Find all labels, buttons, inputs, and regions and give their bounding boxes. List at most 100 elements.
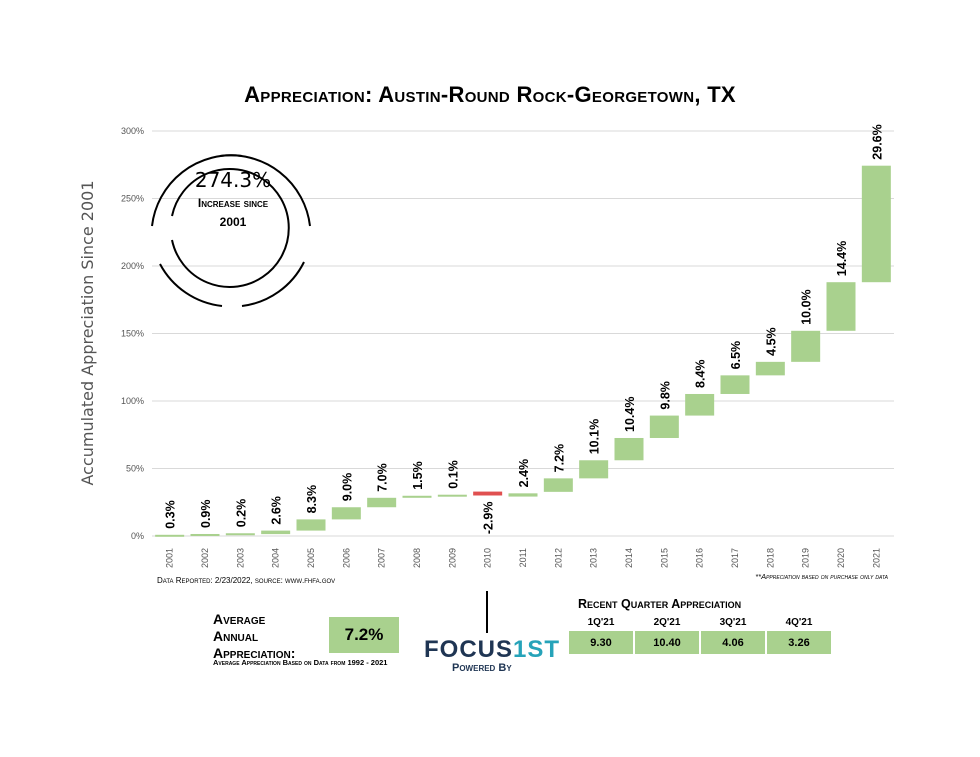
x-tick-label: 2008 xyxy=(412,548,422,568)
x-tick-label: 2020 xyxy=(836,548,846,568)
bar-value-label: -2.9% xyxy=(482,502,496,535)
y-axis-label: Accumulated Appreciation Since 2001 xyxy=(78,180,97,485)
y-axis-ticks: 0% 50% 100% 150% 200% 250% 300% xyxy=(121,126,144,541)
x-tick-label: 2016 xyxy=(695,548,705,568)
bar xyxy=(826,282,856,331)
increase-caption-line2: 2001 xyxy=(219,215,247,229)
average-label: Average Annual Appreciation: xyxy=(213,611,295,662)
bar xyxy=(579,460,609,479)
bar-value-label: 1.5% xyxy=(411,461,425,490)
grid-lines xyxy=(152,130,894,537)
footnote: **Appreciation based on purchase only da… xyxy=(755,572,888,581)
x-tick-label: 2018 xyxy=(765,548,775,568)
average-note: Average Appreciation Based on Data from … xyxy=(213,658,388,667)
x-tick-label: 2006 xyxy=(341,548,351,568)
bar-value-label: 8.4% xyxy=(694,359,708,388)
x-tick-label: 2015 xyxy=(659,548,669,568)
focus1st-logo: FOCUS1ST xyxy=(424,636,560,664)
x-tick-label: 2005 xyxy=(306,548,316,568)
bar-value-label: 29.6% xyxy=(870,124,884,159)
y-tick-label: 300% xyxy=(121,126,144,136)
bar-value-label: 0.1% xyxy=(446,460,460,489)
bar xyxy=(791,330,821,362)
average-value-box: 7.2% xyxy=(329,617,399,653)
bar-value-label: 2.4% xyxy=(517,459,531,488)
bar-value-label: 6.5% xyxy=(729,341,743,370)
quarter-value: 4.06 xyxy=(701,631,765,654)
bar xyxy=(190,533,220,536)
bar-value-label: 0.9% xyxy=(199,499,213,528)
increase-circle xyxy=(151,154,311,307)
bar xyxy=(155,534,185,537)
x-tick-label: 2011 xyxy=(518,548,528,567)
bar-value-label: 9.8% xyxy=(658,381,672,410)
source-note: Data Reported: 2/23/2022, source: www.fh… xyxy=(157,576,336,585)
bar xyxy=(649,415,679,438)
bar xyxy=(720,375,750,394)
powered-by: Powered By xyxy=(452,662,512,674)
bar-value-label: 9.0% xyxy=(340,473,354,502)
bar-value-label: 10.0% xyxy=(800,289,814,324)
bar-value-label: 14.4% xyxy=(835,241,849,276)
quarter-value: 10.40 xyxy=(635,631,699,654)
bar xyxy=(261,530,291,535)
bar xyxy=(755,361,785,376)
bars xyxy=(155,165,891,537)
bar-value-label: 2.6% xyxy=(270,496,284,525)
x-tick-label: 2002 xyxy=(200,548,210,568)
increase-summary: 274.3% Increase since 2001 xyxy=(158,168,308,232)
quarter-label: 4Q'21 xyxy=(785,617,813,628)
x-tick-label: 2001 xyxy=(165,548,175,568)
y-tick-label: 200% xyxy=(121,261,144,271)
divider-line xyxy=(486,591,488,633)
increase-value: 274.3% xyxy=(194,168,272,192)
bar xyxy=(861,165,891,283)
average-label-line1: Average xyxy=(213,611,266,627)
average-label-line2: Annual xyxy=(213,628,259,644)
x-tick-label: 2013 xyxy=(589,548,599,568)
increase-caption: Increase since 2001 xyxy=(158,194,308,232)
x-tick-label: 2014 xyxy=(624,548,634,568)
average-label-line3: Appreciation: xyxy=(213,645,296,661)
bar-value-label: 7.2% xyxy=(552,444,566,473)
quarter-value: 3.26 xyxy=(767,631,831,654)
x-tick-label: 2010 xyxy=(483,548,493,568)
x-tick-label: 2003 xyxy=(235,548,245,568)
x-tick-label: 2012 xyxy=(553,548,563,568)
bar xyxy=(508,493,538,497)
y-tick-label: 100% xyxy=(121,396,144,406)
x-tick-label: 2019 xyxy=(801,548,811,568)
bar-value-label: 10.1% xyxy=(588,419,602,454)
bar xyxy=(367,497,397,508)
logo-text: FOCUS xyxy=(424,636,513,663)
quarter-value: 9.30 xyxy=(569,631,633,654)
bar-value-label: 7.0% xyxy=(376,463,390,492)
bar xyxy=(543,478,573,492)
bar-value-label: 10.4% xyxy=(623,397,637,432)
x-tick-label: 2021 xyxy=(871,548,881,568)
x-tick-label: 2004 xyxy=(271,548,281,568)
bar xyxy=(225,533,255,536)
bar-value-label: 4.5% xyxy=(764,327,778,356)
y-tick-label: 0% xyxy=(131,531,144,541)
x-tick-label: 2017 xyxy=(730,548,740,568)
bar-value-label: 8.3% xyxy=(305,485,319,514)
logo-number: 1ST xyxy=(513,636,561,663)
chart-title: Appreciation: Austin-Round Rock-Georgeto… xyxy=(244,82,736,107)
bar-value-label: 0.2% xyxy=(234,499,248,528)
bar-value-labels: 0.3% 0.9% 0.2% 2.6% 8.3% 9.0% 7.0% 1.5% 0.1% -2.9… xyxy=(164,124,885,534)
quarter-label: 3Q'21 xyxy=(719,617,747,628)
bar xyxy=(614,437,644,461)
increase-caption-line1: Increase since xyxy=(197,196,269,210)
y-tick-label: 50% xyxy=(126,464,144,474)
bar xyxy=(296,519,326,531)
recent-quarter-title: Recent Quarter Appreciation xyxy=(578,597,742,611)
quarter-label: 2Q'21 xyxy=(653,617,681,628)
bar xyxy=(473,491,503,496)
x-tick-label: 2009 xyxy=(447,548,457,568)
y-tick-label: 250% xyxy=(121,194,144,204)
bar xyxy=(685,393,715,416)
bar-value-label: 0.3% xyxy=(164,500,178,529)
y-tick-label: 150% xyxy=(121,329,144,339)
